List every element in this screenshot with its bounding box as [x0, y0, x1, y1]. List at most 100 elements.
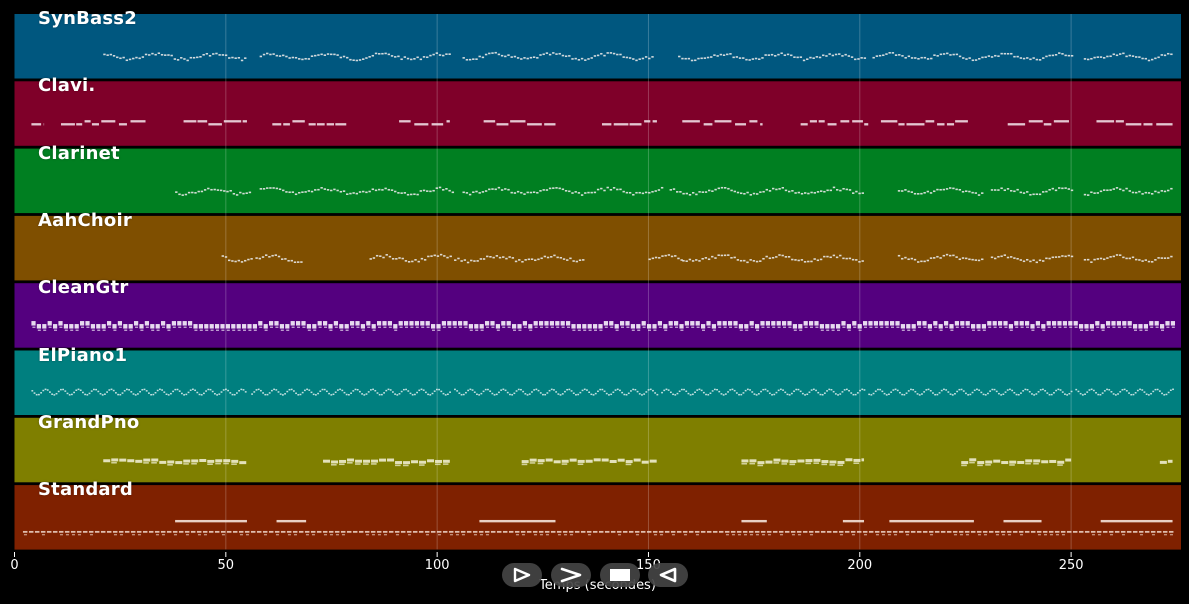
- note-mark: [524, 393, 527, 395]
- rewind-button[interactable]: [648, 563, 688, 587]
- note-mark: [1061, 53, 1064, 55]
- note-mark: [593, 458, 601, 462]
- note-mark: [1099, 56, 1103, 58]
- note-mark: [807, 260, 810, 263]
- note-mark: [1151, 533, 1155, 536]
- note-mark: [1086, 391, 1089, 393]
- note-mark: [590, 191, 593, 194]
- note-mark: [837, 460, 845, 464]
- note-mark: [1033, 459, 1041, 463]
- note-mark: [1078, 530, 1084, 533]
- note-mark: [981, 258, 984, 261]
- note-mark: [701, 191, 704, 193]
- note-mark: [262, 53, 266, 56]
- note-mark: [375, 254, 379, 257]
- note-mark: [123, 324, 128, 329]
- note-mark: [293, 533, 297, 536]
- note-mark: [416, 391, 418, 394]
- note-mark: [725, 533, 729, 536]
- note-mark: [545, 533, 549, 536]
- note-mark: [207, 459, 215, 463]
- note-mark: [485, 533, 489, 536]
- note-mark: [961, 461, 969, 465]
- note-mark: [172, 530, 178, 533]
- note-mark: [748, 530, 754, 533]
- note-mark: [675, 191, 679, 193]
- note-mark: [911, 324, 916, 329]
- note-mark: [339, 388, 341, 391]
- note-mark: [527, 258, 531, 261]
- note-mark: [232, 530, 238, 533]
- note-mark: [1101, 329, 1105, 331]
- note-mark: [205, 329, 209, 331]
- note-mark: [560, 321, 565, 326]
- note-mark: [310, 190, 314, 193]
- note-mark: [345, 393, 348, 396]
- note-mark: [771, 256, 775, 259]
- note-mark: [310, 55, 314, 57]
- note-mark: [1114, 530, 1120, 533]
- note-mark: [669, 189, 672, 191]
- note-mark: [683, 533, 687, 536]
- note-mark: [409, 321, 414, 326]
- note-mark: [466, 530, 472, 533]
- note-mark: [640, 530, 646, 533]
- note-mark: [572, 329, 576, 331]
- note-mark: [285, 324, 290, 329]
- note-mark: [174, 388, 177, 391]
- fast-forward-button[interactable]: [551, 563, 591, 587]
- note-mark: [773, 458, 781, 462]
- note-mark: [159, 388, 161, 391]
- note-mark: [1099, 190, 1103, 193]
- note-mark: [778, 188, 781, 190]
- note-mark: [333, 321, 339, 326]
- note-mark: [1128, 392, 1130, 394]
- note-mark: [887, 533, 891, 536]
- note-mark: [1118, 188, 1122, 191]
- note-mark: [714, 257, 717, 259]
- note-mark: [1048, 189, 1051, 191]
- note-mark: [385, 254, 388, 256]
- note-mark: [1025, 462, 1031, 465]
- note-mark: [1019, 259, 1023, 261]
- note-mark: [528, 393, 531, 395]
- note-mark: [1118, 53, 1122, 55]
- note-mark: [119, 393, 122, 396]
- stop-button[interactable]: [600, 563, 640, 587]
- note-mark: [422, 189, 426, 192]
- note-mark: [73, 391, 76, 394]
- note-mark: [266, 52, 269, 55]
- note-mark: [346, 56, 349, 59]
- note-mark: [225, 388, 227, 391]
- note-mark: [716, 388, 718, 391]
- note-mark: [378, 188, 381, 191]
- note-mark: [574, 530, 580, 533]
- note-mark: [977, 329, 981, 331]
- note-mark: [697, 57, 700, 60]
- note-mark: [442, 54, 445, 57]
- note-mark: [31, 390, 34, 392]
- note-mark: [711, 390, 714, 392]
- play-from-start-button[interactable]: [502, 563, 542, 587]
- note-mark: [516, 57, 520, 59]
- note-mark: [411, 460, 419, 464]
- note-mark: [955, 256, 958, 258]
- note-mark: [916, 530, 922, 533]
- note-mark: [374, 52, 378, 55]
- note-mark: [829, 256, 832, 259]
- note-mark: [430, 255, 433, 257]
- note-mark: [1031, 329, 1035, 331]
- note-mark: [42, 389, 45, 392]
- note-mark: [974, 192, 978, 194]
- note-mark: [929, 257, 933, 259]
- note-mark: [460, 394, 463, 396]
- note-mark: [1070, 390, 1073, 393]
- note-mark: [1047, 326, 1051, 328]
- note-mark: [955, 53, 959, 56]
- note-mark: [809, 321, 814, 326]
- note-mark: [917, 321, 922, 326]
- note-mark: [955, 188, 958, 191]
- note-mark: [178, 390, 181, 392]
- note-mark: [777, 326, 781, 328]
- note-mark: [85, 321, 90, 326]
